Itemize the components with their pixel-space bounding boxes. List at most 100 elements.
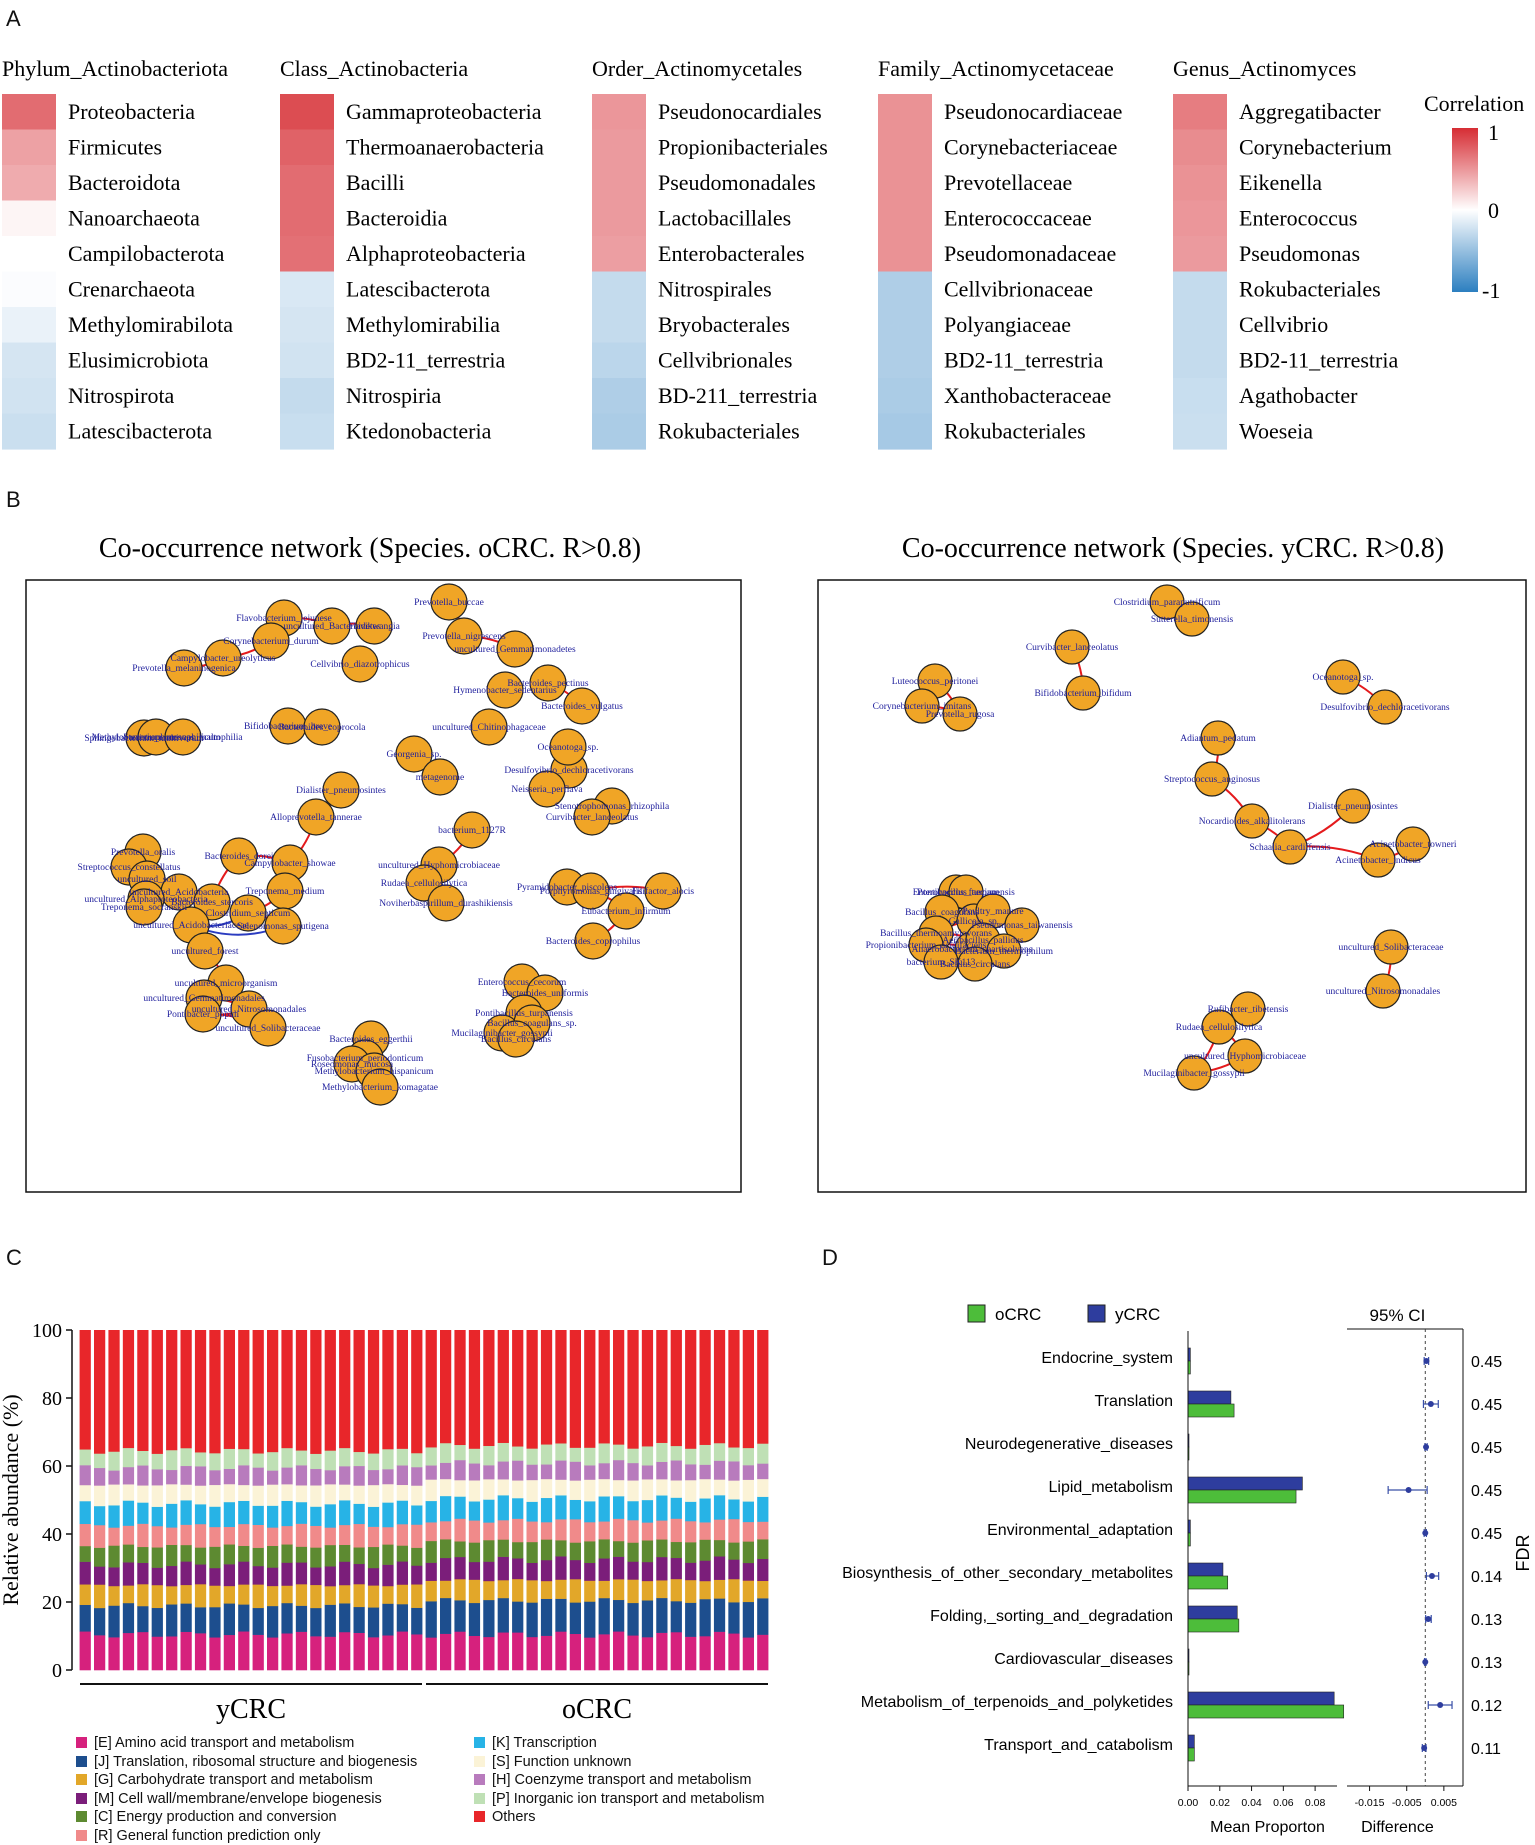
heatmap-row-label: Rokubacteriales bbox=[944, 418, 1086, 443]
heatmap-cell bbox=[1173, 378, 1227, 415]
stacked-bar-segment bbox=[613, 1518, 625, 1542]
stacked-bar-segment bbox=[699, 1330, 711, 1445]
network-node bbox=[186, 932, 224, 970]
stacked-bar-segment bbox=[440, 1539, 452, 1559]
heatmap-cell bbox=[878, 129, 932, 166]
stacked-bar-segment bbox=[598, 1558, 610, 1581]
stacked-bar-segment bbox=[166, 1484, 178, 1504]
stacked-bar-segment bbox=[252, 1565, 264, 1585]
stacked-bar-segment bbox=[468, 1635, 481, 1671]
legend-column: [K] Transcription [S] Function unknown [H]… bbox=[474, 1734, 764, 1827]
stacked-bar-segment bbox=[613, 1540, 625, 1557]
stacked-bar-segment bbox=[252, 1634, 264, 1671]
stacked-bar-segment bbox=[79, 1545, 91, 1562]
stacked-bar-segment bbox=[137, 1562, 149, 1585]
ci-point bbox=[1437, 1702, 1444, 1708]
stacked-bar-segment bbox=[108, 1567, 120, 1587]
stacked-bar-segment bbox=[699, 1560, 711, 1582]
stacked-bar-segment bbox=[627, 1579, 639, 1604]
stacked-bar-segment bbox=[512, 1446, 524, 1461]
stacked-bar-segment bbox=[526, 1479, 538, 1502]
heatmap-cell bbox=[878, 378, 932, 415]
network-frame bbox=[817, 579, 1527, 1193]
stacked-bar-segment bbox=[411, 1452, 423, 1468]
legend-title: Correlation bbox=[1424, 91, 1524, 116]
stacked-bar-segment bbox=[641, 1330, 654, 1447]
stacked-bar-segment bbox=[252, 1584, 264, 1609]
heatmap-cell bbox=[280, 94, 334, 131]
heatmap-row-label: Bacteroidia bbox=[346, 205, 448, 230]
stacked-bar-segment bbox=[122, 1632, 135, 1671]
legend-item: [P] Inorganic ion transport and metaboli… bbox=[474, 1790, 764, 1809]
network-node-label: Stenotrophomonas_rhizophila bbox=[555, 802, 670, 812]
stacked-bar-segment bbox=[339, 1466, 351, 1485]
network-node bbox=[204, 639, 242, 677]
network-node-label: Streptococcus_constellatus bbox=[78, 863, 181, 873]
stacked-bar-segment bbox=[440, 1557, 452, 1581]
network-node bbox=[1365, 973, 1401, 1009]
legend-column: [E] Amino acid transport and metabolism [… bbox=[76, 1734, 417, 1845]
stacked-bar-segment bbox=[238, 1584, 250, 1605]
stacked-bar-segment bbox=[223, 1468, 235, 1485]
stacked-bar-segment bbox=[267, 1545, 279, 1568]
heatmap-row-label: Methylomirabilota bbox=[68, 312, 233, 337]
stacked-bar-segment bbox=[180, 1603, 192, 1632]
network-node-label: Bifidobacterium_breve bbox=[244, 721, 332, 732]
network-node-label: Pontibacter_populi bbox=[167, 1010, 240, 1020]
network-node-label: Propionibacterium_acidifaciens bbox=[866, 940, 987, 951]
stacked-bar-segment bbox=[497, 1479, 509, 1496]
stacked-bar-segment bbox=[584, 1522, 596, 1542]
stacked-bar-segment bbox=[627, 1520, 639, 1543]
network-node-label: Cellvibrio_diazotrophicus bbox=[310, 660, 410, 670]
stacked-bar-segment bbox=[569, 1480, 581, 1500]
stacked-bar-segment bbox=[267, 1484, 279, 1506]
stacked-bar-segment bbox=[440, 1478, 452, 1497]
heatmap-cell bbox=[878, 165, 932, 202]
stacked-bar-segment bbox=[713, 1598, 726, 1632]
stacked-bar-segment bbox=[757, 1634, 769, 1671]
network-node-label: Acinetobacter_towneri bbox=[1369, 840, 1456, 850]
bar-ycrc bbox=[1187, 1562, 1224, 1577]
stacked-bar-segment bbox=[223, 1634, 235, 1671]
network-node bbox=[1149, 584, 1185, 620]
stacked-bar-segment bbox=[209, 1506, 221, 1528]
ci-point bbox=[1423, 1358, 1430, 1364]
stacked-bar-segment bbox=[180, 1561, 192, 1586]
stacked-bar-segment bbox=[209, 1585, 221, 1608]
network-node-label: Dialister_pneumosintes bbox=[1308, 802, 1398, 812]
stacked-bar-segment bbox=[699, 1464, 711, 1480]
stacked-bar-segment bbox=[108, 1605, 120, 1638]
stacked-bar-segment bbox=[223, 1501, 235, 1528]
bar-x-tick-label: 0.08 bbox=[1305, 1797, 1326, 1809]
stacked-bar-segment bbox=[742, 1601, 754, 1638]
network-node bbox=[1200, 720, 1236, 756]
stacked-bar-segment bbox=[713, 1495, 726, 1520]
stacked-bar-segment bbox=[425, 1562, 437, 1581]
network-node bbox=[249, 1009, 287, 1047]
stacked-bar-segment bbox=[324, 1450, 336, 1471]
stacked-bar-segment bbox=[598, 1634, 610, 1671]
stacked-bar-segment bbox=[555, 1598, 567, 1632]
stacked-bar-segment bbox=[108, 1470, 120, 1485]
stacked-bar-segment bbox=[209, 1526, 221, 1547]
network-node bbox=[1234, 803, 1270, 839]
network-node-label: Eubacterium_infirmum bbox=[581, 906, 671, 917]
bar-ycrc bbox=[1187, 1734, 1195, 1749]
stacked-bar-segment bbox=[238, 1561, 250, 1585]
stacked-bar-segment bbox=[613, 1556, 625, 1580]
stacked-bar-segment bbox=[468, 1561, 481, 1580]
stacked-bar-segment bbox=[281, 1330, 293, 1449]
stacked-bar-segment bbox=[440, 1633, 452, 1671]
stacked-bar-segment bbox=[79, 1631, 91, 1671]
stacked-bar-segment bbox=[627, 1480, 639, 1502]
stacked-bar-segment bbox=[267, 1637, 279, 1671]
stacked-bar-segment bbox=[151, 1330, 163, 1454]
stacked-bar-segment bbox=[468, 1579, 481, 1604]
stacked-bar-segment bbox=[627, 1602, 639, 1636]
stacked-bar-segment bbox=[497, 1461, 509, 1480]
stacked-bar-segment bbox=[627, 1635, 639, 1671]
heatmap-cell bbox=[2, 94, 56, 131]
stacked-bar-segment bbox=[367, 1546, 380, 1569]
network-node-label: Anaerobacterium_chartisolvens bbox=[912, 945, 1033, 955]
stacked-bar-segment bbox=[757, 1330, 769, 1444]
